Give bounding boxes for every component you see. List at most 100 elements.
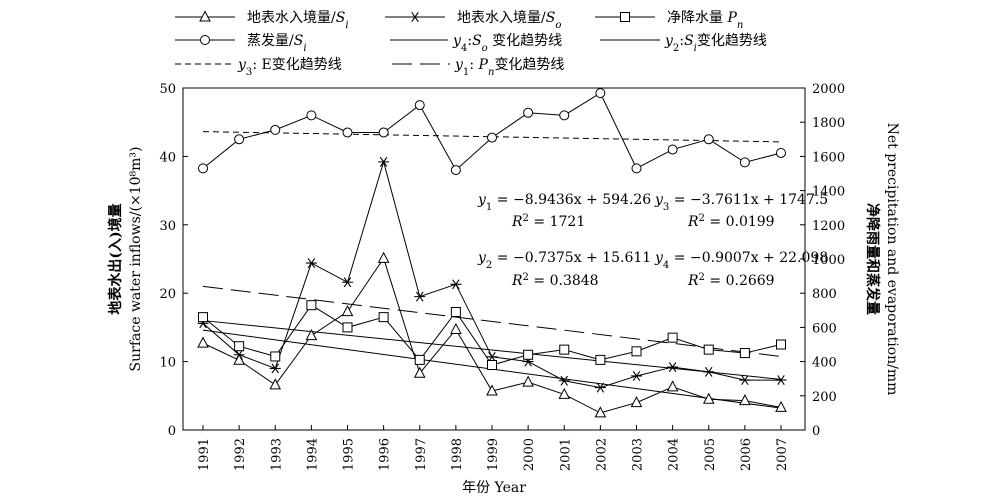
data-point xyxy=(559,110,570,121)
data-point xyxy=(776,147,786,158)
x-tick-label: 2001 xyxy=(558,438,573,471)
data-point xyxy=(559,344,570,355)
data-point xyxy=(487,360,497,371)
data-point xyxy=(739,394,751,406)
data-point xyxy=(414,100,425,111)
data-point xyxy=(631,370,642,381)
x-tick-label: 1996 xyxy=(378,438,393,471)
data-point xyxy=(269,378,282,390)
right-tick-label: 600 xyxy=(812,321,837,336)
left-axis-label-en: Surface water inflows/(×10⁸m³) xyxy=(128,147,144,372)
x-tick-label: 1998 xyxy=(450,438,465,471)
data-point xyxy=(667,362,679,373)
data-point xyxy=(197,336,209,348)
x-tick-label: 2004 xyxy=(667,438,682,471)
x-tick-label: 2000 xyxy=(522,438,537,471)
right-tick-label: 0 xyxy=(812,424,820,439)
left-tick-label: 10 xyxy=(159,356,176,371)
data-point xyxy=(450,279,462,290)
data-point xyxy=(198,312,208,323)
right-axis-label-cn: 净降雨量和蒸发量 xyxy=(864,203,881,315)
data-point xyxy=(341,305,354,317)
legend-label: y2:Si变化趋势线 xyxy=(664,33,767,54)
regression-equation: y1 = −8.9436x + 594.26 xyxy=(477,192,651,213)
x-tick-label: 1993 xyxy=(269,438,284,471)
legend-label: y1: Pn变化趋势线 xyxy=(454,57,564,78)
data-point xyxy=(413,366,426,378)
x-tick-label: 2006 xyxy=(739,438,754,471)
data-point xyxy=(666,380,679,392)
right-tick-label: 1800 xyxy=(812,116,845,131)
trend-line-4 xyxy=(202,285,782,357)
legend-label: y4:So 变化趋势线 xyxy=(452,33,562,54)
data-point xyxy=(450,307,461,318)
data-point xyxy=(342,127,353,138)
left-tick-label: 50 xyxy=(159,82,176,97)
plot-area xyxy=(197,88,787,418)
data-point xyxy=(409,12,421,22)
data-point xyxy=(486,351,498,362)
data-point xyxy=(703,366,715,377)
regression-equation: y3 = −3.7611x + 1747.5 xyxy=(654,192,828,213)
data-point xyxy=(414,291,426,302)
data-point xyxy=(487,132,497,143)
data-point xyxy=(523,349,534,360)
data-point xyxy=(414,354,425,365)
data-point xyxy=(594,382,606,393)
x-tick-label: 2002 xyxy=(594,438,609,471)
data-point xyxy=(775,400,787,412)
data-point xyxy=(234,134,245,145)
axes: 0 10 20 30 40 50 0 200 400 600 800 1000 1200 1400 1600… xyxy=(107,82,900,496)
data-point xyxy=(739,157,750,168)
left-tick-label: 30 xyxy=(159,219,176,234)
x-tick-label: 2003 xyxy=(631,438,646,471)
data-point xyxy=(631,346,642,357)
x-tick-label: 1991 xyxy=(197,438,212,471)
data-point xyxy=(199,10,211,22)
regression-equation: y2 = −0.7375x + 15.611 xyxy=(477,250,651,271)
x-tick-label: 1997 xyxy=(414,438,429,471)
data-point xyxy=(342,277,353,288)
x-axis-label: 年份 Year xyxy=(462,480,526,496)
data-point xyxy=(305,329,318,341)
data-point xyxy=(558,387,571,399)
legend-label: 净降水量 Pn xyxy=(667,10,743,31)
right-tick-label: 2000 xyxy=(812,82,845,97)
data-point xyxy=(667,332,678,343)
data-point xyxy=(702,392,715,404)
legend-label: 地表水入境量/So xyxy=(457,10,561,31)
right-tick-label: 400 xyxy=(812,356,837,371)
left-tick-label: 40 xyxy=(159,150,176,165)
x-tick-label: 2007 xyxy=(775,438,790,471)
data-point xyxy=(630,396,643,408)
series-line-4 xyxy=(202,92,782,171)
left-tick-label: 0 xyxy=(168,424,176,439)
data-point xyxy=(233,349,245,360)
data-point xyxy=(378,127,389,138)
r-squared: R2 = 0.0199 xyxy=(687,213,775,231)
trend-line-3 xyxy=(202,131,782,143)
data-point xyxy=(739,375,751,386)
data-point xyxy=(306,300,317,311)
x-tick-label: 1999 xyxy=(486,438,501,471)
data-point xyxy=(234,341,245,352)
data-point xyxy=(620,12,630,22)
data-point xyxy=(558,375,570,386)
r-squared: R2 = 0.3848 xyxy=(511,272,599,290)
legend-label: 地表水入境量/Si xyxy=(247,10,349,31)
r-squared: R2 = 1721 xyxy=(511,213,585,231)
data-point xyxy=(305,258,317,269)
data-point xyxy=(270,124,281,135)
data-point xyxy=(523,107,534,118)
data-point xyxy=(200,35,210,45)
data-point xyxy=(739,348,750,359)
left-tick-label: 20 xyxy=(159,287,176,302)
legend-label: y3: E变化趋势线 xyxy=(237,57,342,78)
data-point xyxy=(594,406,607,418)
data-point xyxy=(703,344,714,355)
data-point xyxy=(378,312,389,323)
regression-equation: y4 = −0.9007x + 22.098 xyxy=(654,250,828,271)
r-squared: R2 = 0.2669 xyxy=(687,272,775,290)
